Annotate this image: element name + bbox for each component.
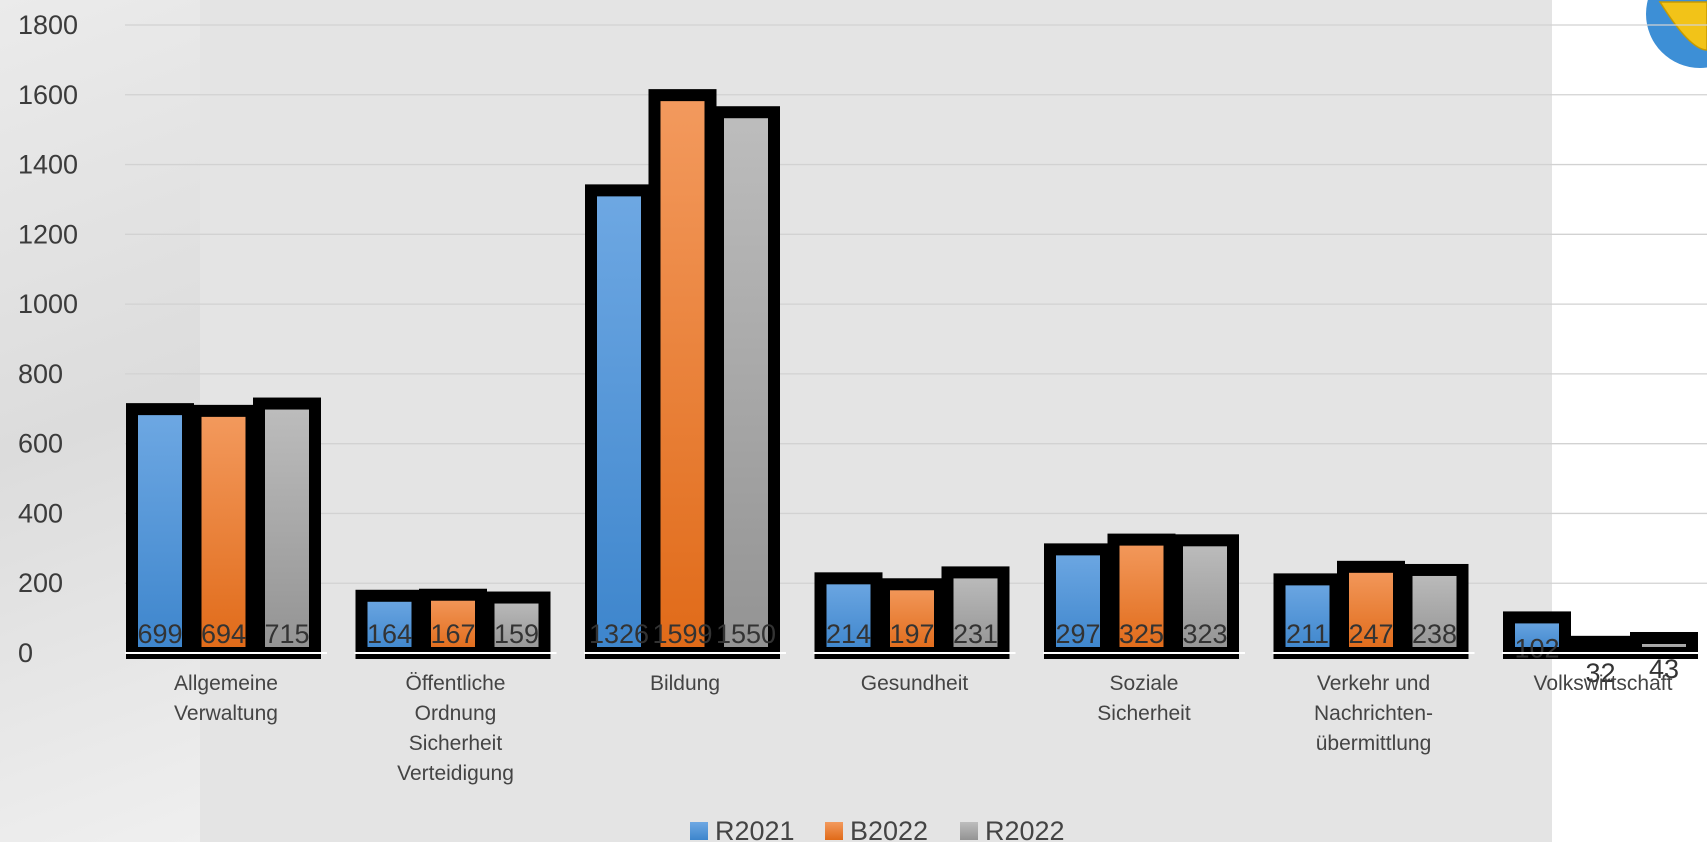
bar-R2022	[253, 397, 321, 659]
data-label: 32	[1585, 658, 1615, 688]
data-label: 325	[1119, 619, 1164, 649]
bar-R2021	[1044, 543, 1112, 660]
background-white-panel	[1552, 0, 1707, 842]
data-label: 1599	[652, 619, 712, 649]
y-tick-label: 0	[18, 638, 33, 668]
legend-swatch-B2022	[825, 822, 843, 840]
data-label: 231	[953, 619, 998, 649]
bar-R2021	[585, 184, 653, 660]
bar-R2022	[1630, 631, 1698, 660]
y-axis: 0 200 400 600 800 1000 1200 1400 1600 1800	[18, 10, 78, 668]
category-label: Allgemeine	[174, 672, 278, 695]
bar-R2022	[712, 106, 780, 659]
category-label: Öffentliche	[405, 672, 505, 695]
category-label: Verwaltung	[174, 702, 278, 725]
category-label: Gesundheit	[861, 672, 969, 695]
data-label: 699	[137, 619, 182, 649]
data-label: 102	[1514, 633, 1559, 663]
bar-R2021	[126, 403, 194, 660]
data-label: 211	[1286, 619, 1329, 649]
data-label: 197	[889, 619, 934, 649]
category-label: Bildung	[650, 672, 720, 695]
legend-label: B2022	[850, 816, 928, 842]
category-label: Nachrichten-	[1314, 702, 1433, 725]
data-labels: 699 694 715 164 167 159 1326 1599 1550 214 197 231 2…	[137, 619, 1679, 688]
category-label: Sicherheit	[409, 732, 503, 755]
data-label: 214	[826, 619, 871, 649]
category-label: Volkswirtschaft	[1534, 672, 1673, 695]
bar-R2022	[1171, 534, 1239, 660]
bar-B2022	[189, 404, 258, 660]
data-label: 323	[1182, 619, 1227, 649]
category-labels: Allgemeine Verwaltung Öffentliche Ordnung Si…	[174, 672, 1673, 785]
data-label: 297	[1055, 619, 1100, 649]
data-label: 164	[367, 619, 412, 649]
y-tick-label: 1200	[18, 219, 78, 249]
data-label: 43	[1649, 654, 1679, 684]
y-tick-label: 800	[18, 359, 63, 389]
data-label: 715	[264, 619, 309, 649]
logo-emblem	[1646, 0, 1707, 68]
legend: R2021 B2022 R2022	[690, 816, 1065, 842]
category-label: Ordnung	[415, 702, 497, 725]
legend-label: R2022	[985, 816, 1065, 842]
category-label: übermittlung	[1316, 732, 1432, 755]
bar-R2022	[482, 591, 551, 660]
category-label: Soziale	[1110, 672, 1179, 695]
category-label: Verteidigung	[397, 762, 514, 785]
category-label: Sicherheit	[1097, 702, 1191, 725]
data-label: 167	[430, 619, 475, 649]
y-tick-label: 1400	[18, 150, 78, 180]
legend-swatch-R2021	[690, 822, 708, 840]
data-label: 694	[201, 619, 246, 649]
y-tick-label: 400	[18, 498, 63, 528]
bar-R2021	[355, 589, 424, 660]
data-label: 1550	[716, 619, 776, 649]
bar-B2022	[1566, 635, 1635, 660]
legend-swatch-R2022	[960, 822, 978, 840]
y-tick-label: 1000	[18, 289, 78, 319]
y-tick-label: 200	[18, 568, 63, 598]
bar-B2022	[648, 89, 717, 660]
y-tick-label: 1800	[18, 10, 78, 40]
data-label: 1326	[589, 619, 649, 649]
bar-R2021	[1273, 573, 1342, 660]
data-label: 159	[494, 619, 539, 649]
category-label: Verkehr und	[1317, 672, 1430, 695]
data-label: 238	[1412, 619, 1457, 649]
y-tick-label: 600	[18, 429, 63, 459]
y-tick-label: 1600	[18, 80, 78, 110]
gridlines	[125, 24, 1707, 584]
legend-label: R2021	[715, 816, 795, 842]
data-label: 247	[1348, 619, 1393, 649]
